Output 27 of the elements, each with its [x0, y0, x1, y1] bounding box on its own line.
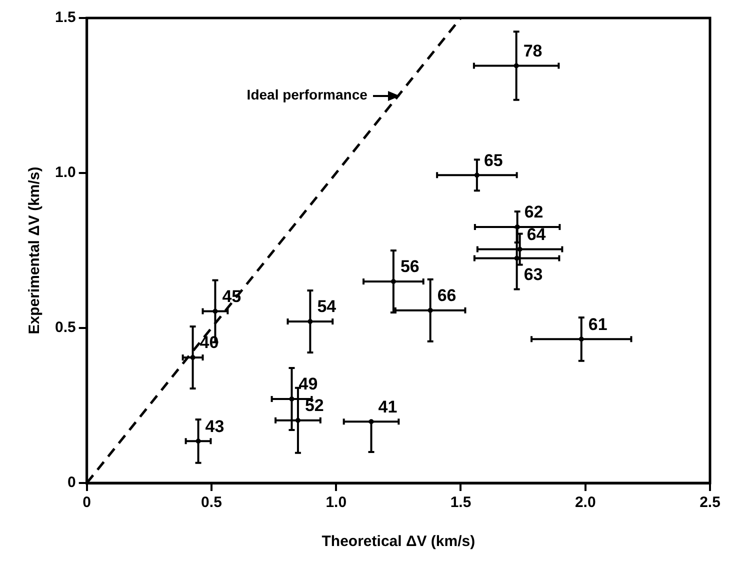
x-tick-label: 2.5 — [700, 494, 720, 512]
annotation: 61 — [588, 314, 608, 334]
annotation: 78 — [523, 41, 542, 60]
annotation: 64 — [526, 224, 546, 244]
annotation: Ideal performance — [246, 86, 368, 102]
x-tick-label: 2.0 — [574, 494, 596, 512]
y-axis-title: Experimental ΔV (km/s) — [26, 166, 44, 334]
annotation: 49 — [298, 374, 318, 394]
x-tick-label: 1.5 — [450, 494, 472, 512]
annotation: 56 — [400, 257, 420, 276]
annotation: 41 — [378, 397, 398, 416]
y-tick-label: 0 — [68, 474, 76, 492]
annotation: 43 — [205, 416, 224, 436]
x-tick-label: 0 — [82, 494, 92, 512]
x-axis-title: Theoretical ΔV (km/s) — [322, 533, 476, 550]
annotation: 65 — [484, 150, 503, 170]
y-tick-label: 1.5 — [54, 9, 76, 26]
annotation: 45 — [222, 286, 242, 306]
x-tick-label: 1.0 — [326, 494, 347, 512]
y-tick-label: 1.0 — [54, 164, 76, 182]
annotation: 62 — [524, 202, 544, 222]
annotation: 66 — [437, 286, 456, 306]
x-tick-label: 0.5 — [201, 494, 222, 512]
annotation: 52 — [304, 396, 324, 416]
annotation: 54 — [317, 297, 337, 316]
y-tick-label: 0.5 — [54, 319, 76, 336]
annotation: 63 — [524, 264, 543, 284]
